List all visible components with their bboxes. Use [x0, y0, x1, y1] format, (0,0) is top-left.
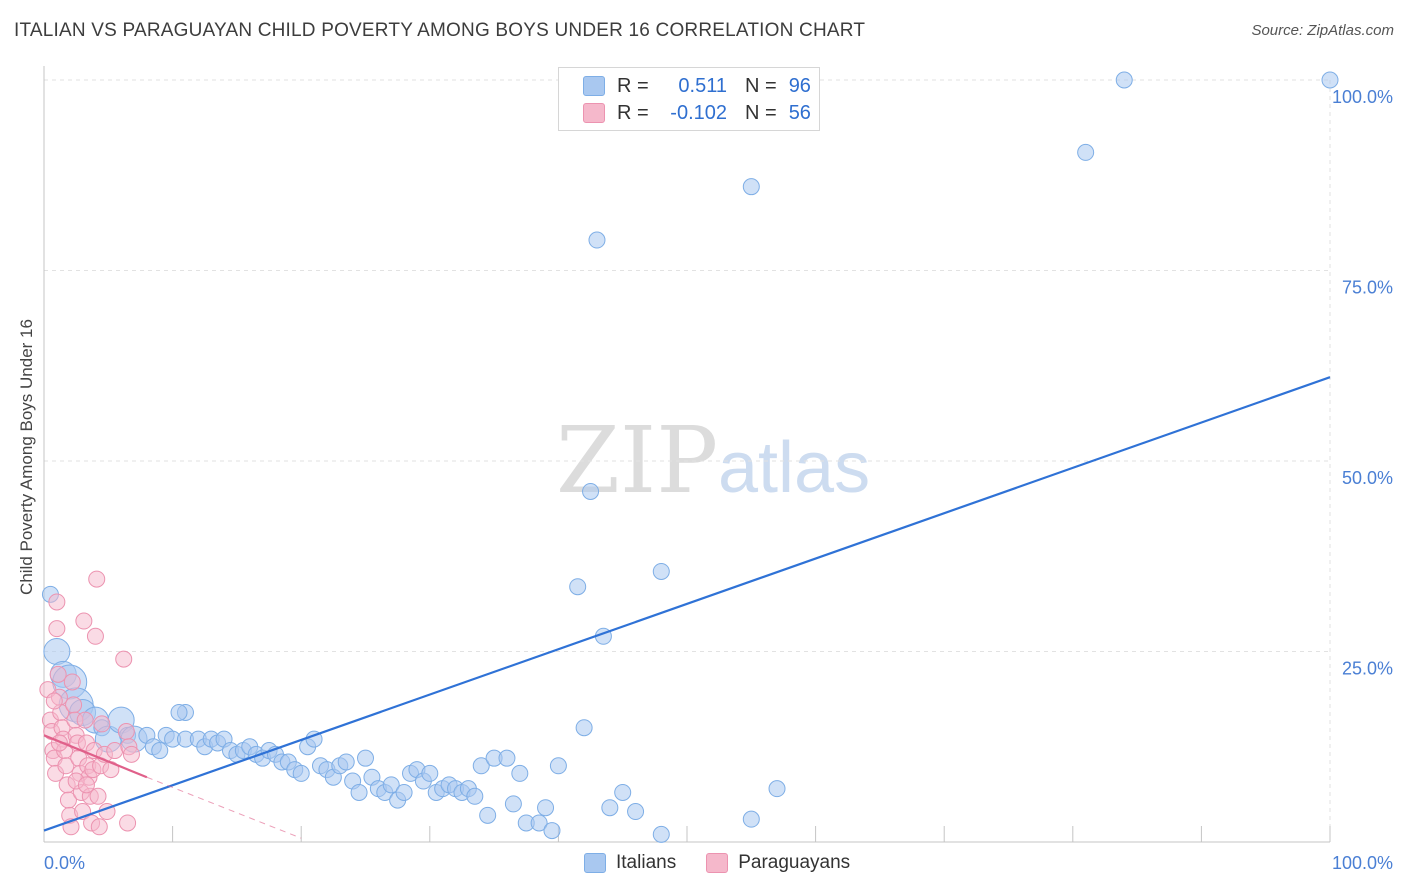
italian-point	[292, 764, 310, 782]
italian-point	[652, 562, 670, 580]
italian-point	[504, 795, 522, 813]
legend-label-paraguayans: Paraguayans	[738, 852, 851, 873]
italians-legend-swatch	[584, 853, 606, 873]
r-value: -0.102	[670, 101, 727, 124]
italian-point	[1077, 143, 1095, 161]
italian-point	[614, 783, 632, 801]
paraguayan-point	[49, 665, 67, 683]
italian-point	[530, 814, 548, 832]
paraguayan-point	[76, 711, 94, 729]
italian-point	[768, 780, 786, 798]
italian-point	[43, 638, 71, 665]
chart-title: ITALIAN VS PARAGUAYAN CHILD POVERTY AMON…	[14, 20, 866, 41]
legend-row-italians: R = 0.511 N = 96	[583, 74, 811, 98]
italian-point	[742, 810, 760, 828]
series-legend: Italians Paraguayans	[584, 852, 880, 874]
italian-point	[549, 757, 567, 775]
paraguayan-point	[77, 776, 95, 794]
y-tick-label: 100.0%	[1332, 87, 1393, 107]
stats-legend: R = 0.511 N = 96 R = -0.102 N = 56	[558, 67, 820, 131]
italian-point	[357, 749, 374, 767]
r-value: 0.511	[678, 74, 727, 97]
paraguayan-point	[90, 818, 108, 836]
paraguayan-point	[65, 696, 83, 714]
paraguayans-swatch	[583, 103, 605, 123]
x-tick-label-max: 100.0%	[1332, 853, 1393, 873]
paraguayan-point	[88, 570, 106, 588]
italians-swatch	[583, 76, 605, 96]
paraguayan-point	[45, 692, 63, 710]
italian-point	[472, 757, 490, 775]
italian-point	[479, 806, 497, 824]
italian-point	[350, 783, 368, 801]
n-value: 56	[788, 101, 811, 124]
italian-point	[511, 764, 529, 782]
n-label: N =	[745, 101, 777, 124]
paraguayan-point	[106, 742, 124, 760]
italian-point	[170, 703, 188, 721]
paraguayan-point	[89, 787, 107, 805]
paraguayan-point	[63, 673, 81, 691]
paraguayans-trend-line	[43, 734, 148, 779]
italian-point	[337, 753, 355, 771]
legend-row-paraguayans: R = -0.102 N = 56	[583, 101, 811, 125]
legend-item-paraguayans: Paraguayans	[706, 852, 850, 874]
italian-point	[543, 822, 561, 840]
italian-point	[582, 482, 600, 500]
italians-trend-line	[43, 376, 1331, 832]
source-label: Source: ZipAtlas.com	[1251, 22, 1394, 39]
y-tick-label: 50.0%	[1342, 468, 1393, 488]
legend-item-italians: Italians	[584, 852, 676, 874]
italian-point	[569, 578, 587, 596]
watermark-atlas: atlas	[718, 428, 870, 508]
italian-point	[575, 719, 593, 737]
paraguayan-point	[86, 627, 104, 645]
paraguayan-point	[93, 715, 111, 733]
paraguayans-trend-extension	[146, 776, 302, 839]
n-value: 96	[788, 74, 811, 97]
y-tick-label: 25.0%	[1342, 659, 1393, 679]
italian-point	[498, 749, 516, 767]
italian-point	[627, 803, 645, 821]
italian-point	[1115, 71, 1133, 89]
r-label: R =	[617, 101, 649, 124]
paraguayan-point	[48, 620, 66, 638]
x-tick-label-min: 0.0%	[44, 853, 85, 873]
paraguayan-point	[48, 593, 66, 611]
paraguayan-point	[122, 745, 140, 763]
italian-point	[601, 799, 619, 817]
italian-point	[588, 231, 606, 249]
y-tick-label: 75.0%	[1342, 278, 1393, 298]
italian-point	[466, 787, 484, 805]
paraguayan-point	[119, 814, 137, 832]
paraguayan-point	[75, 612, 93, 630]
n-label: N =	[745, 74, 777, 97]
paraguayan-point	[57, 757, 75, 775]
paraguayan-point	[117, 723, 135, 741]
italian-point	[652, 825, 670, 843]
italian-point	[421, 764, 439, 782]
italian-point	[151, 742, 169, 760]
italian-point	[382, 776, 400, 794]
paraguayans-legend-swatch	[706, 853, 729, 873]
italian-point	[742, 178, 760, 196]
r-label: R =	[617, 74, 649, 97]
italian-point	[1321, 71, 1339, 89]
italian-point	[395, 783, 413, 801]
legend-label-italians: Italians	[616, 852, 677, 873]
paraguayan-point	[115, 650, 133, 668]
italian-point	[537, 799, 555, 817]
